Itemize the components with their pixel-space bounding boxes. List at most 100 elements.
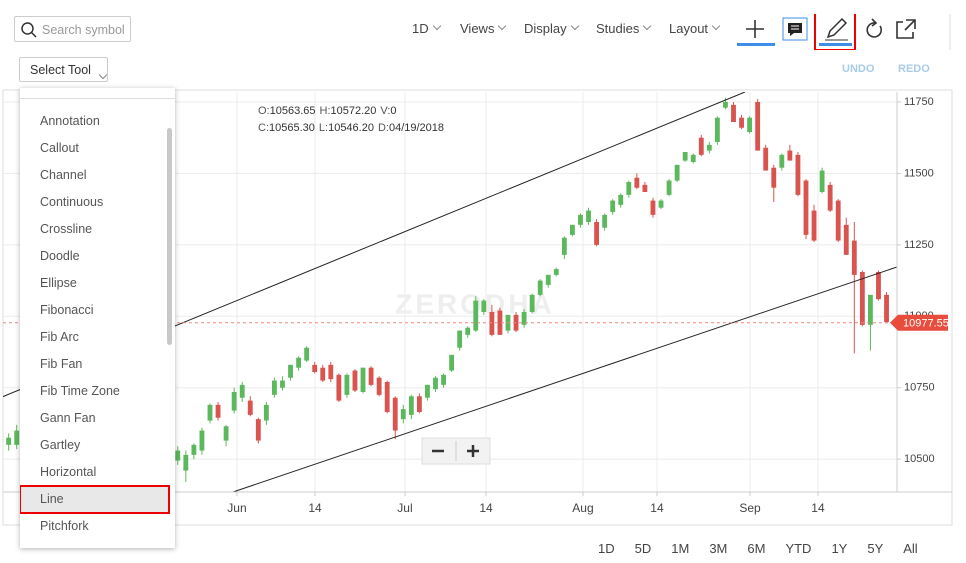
candle-body [6, 437, 12, 445]
candle-body [698, 137, 704, 155]
channel-lower[interactable] [232, 266, 897, 492]
candle-body [457, 330, 463, 348]
candle-body [231, 392, 237, 411]
tool-item[interactable]: Ellipse [40, 276, 77, 290]
candle-body [634, 177, 640, 188]
popout-button[interactable] [896, 19, 916, 39]
candle-body [666, 180, 672, 195]
x-tick-label: 14 [650, 501, 664, 515]
candle-body [449, 354, 455, 371]
range-button[interactable]: 1Y [831, 541, 848, 556]
candle-body [594, 222, 599, 245]
candle-body [392, 397, 398, 431]
range-button[interactable]: 5Y [867, 541, 884, 556]
last-price-label: 10977.55 [903, 318, 949, 330]
candle-body [884, 294, 889, 322]
status-value: 10563.65 [269, 105, 316, 117]
tool-item[interactable]: Fib Time Zone [40, 384, 120, 398]
tool-select[interactable]: Select Tool [19, 57, 108, 82]
tool-item[interactable]: Gartley [40, 438, 81, 452]
x-tick-label: Aug [572, 501, 593, 515]
candle-body [843, 224, 849, 255]
y-tick-label: 10750 [904, 382, 935, 394]
status-value: 0 [390, 105, 397, 117]
candle-body [819, 170, 825, 192]
chevron [498, 21, 507, 31]
status-value: 10565.30 [269, 122, 315, 134]
comment-button[interactable] [782, 17, 808, 41]
candle-body [255, 419, 261, 441]
y-tick-label: 11250 [904, 239, 934, 251]
range-button[interactable]: 5D [634, 541, 652, 556]
candle-body [513, 314, 519, 331]
interval-label: 1D [412, 21, 429, 36]
ohlc-status: O:10563.65 H:10572.20 V:0 C:10565.30 L:10546… [258, 103, 444, 137]
chevron [570, 21, 579, 31]
candle-body [360, 367, 366, 392]
tool-item[interactable]: Fib Fan [40, 357, 83, 371]
candle-body [787, 150, 793, 161]
range-button[interactable]: 3M [709, 541, 728, 556]
candle-body [408, 396, 414, 415]
candle-body [811, 210, 817, 241]
menu[interactable]: Display [524, 21, 579, 36]
tool-item[interactable]: Callout [40, 141, 79, 155]
range-button[interactable]: 1M [671, 541, 690, 556]
tool-item[interactable]: Crossline [40, 222, 93, 236]
candle-body [859, 272, 865, 325]
tool-item[interactable]: Channel [40, 168, 87, 182]
range-button[interactable]: YTD [785, 541, 812, 556]
scrollbar[interactable] [167, 128, 172, 345]
tool-item[interactable]: Doodle [40, 249, 80, 263]
range-button[interactable]: 6M [747, 541, 766, 556]
draw-button[interactable] [814, 14, 856, 50]
range-button[interactable]: 1D [598, 541, 615, 556]
candle-body [344, 374, 350, 395]
tool-item[interactable]: Annotation [40, 114, 100, 128]
undo-button[interactable]: UNDO [842, 63, 875, 75]
candle-body [239, 384, 245, 398]
candle-body [529, 294, 535, 312]
candle-body [280, 380, 285, 388]
candle-body [658, 200, 664, 208]
candle-body [876, 272, 881, 300]
candle-body [763, 147, 769, 171]
tool-item[interactable]: Gann Fan [40, 411, 96, 425]
menu[interactable]: Studies [596, 21, 652, 36]
status-value: 10572.20 [330, 105, 377, 117]
candle-body [384, 382, 390, 412]
search-box[interactable]: Search symbol [14, 16, 131, 42]
menu[interactable]: Views [460, 21, 507, 36]
candle-body [368, 367, 374, 385]
candle-body [779, 154, 785, 168]
range-button[interactable]: All [903, 541, 918, 556]
status-label: C: [258, 122, 269, 134]
crosshair-button[interactable] [737, 20, 775, 46]
tool-item[interactable]: Fibonacci [40, 303, 94, 317]
separator [20, 98, 175, 99]
tool-item[interactable]: Horizontal [40, 465, 97, 479]
interval-menu[interactable]: 1D [412, 21, 441, 36]
menu-label: Layout [669, 21, 709, 36]
candle-body [272, 380, 277, 395]
candle-body [489, 312, 495, 335]
candle-body [304, 347, 310, 361]
search-placeholder: Search symbol [42, 23, 125, 37]
reset-button[interactable] [866, 18, 883, 38]
candle-body [682, 152, 688, 161]
menu[interactable]: Layout [669, 21, 721, 36]
candle-body [747, 117, 753, 132]
candle-body [521, 312, 527, 325]
tool-item[interactable]: Continuous [40, 195, 104, 209]
status-label: D: [377, 122, 389, 134]
tool-item[interactable]: Pitchfork [40, 519, 89, 533]
tool-item[interactable]: Fib Arc [40, 330, 79, 344]
candle-body [739, 117, 744, 128]
redo-button[interactable]: REDO [898, 63, 930, 75]
candle-body [296, 357, 301, 368]
candle-body [723, 102, 728, 108]
status-value: 04/19/2018 [388, 122, 445, 134]
candle-body [183, 454, 189, 471]
candle-body [288, 364, 293, 378]
tool-item[interactable]: Line [20, 485, 170, 514]
